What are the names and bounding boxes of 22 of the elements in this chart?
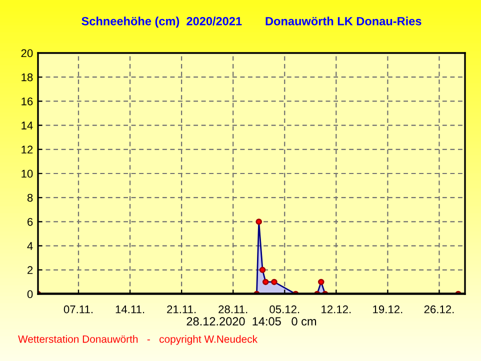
y-tick-label: 14 [22,122,33,130]
y-tick-label: 8 [27,194,33,202]
chart-title: Schneehöhe (cm) 2020/2021 Donauwörth LK Donau-Ries [82,16,422,28]
x-tick-label: 14.11. [116,306,144,314]
y-tick-label: 20 [21,49,33,58]
x-tick-label: 19.12. [373,305,402,314]
y-tick-label: 2 [28,266,33,274]
x-tick-label: 26.12. [424,305,454,314]
y-tick-label: 6 [28,218,33,226]
x-axis-title: 28.12.2020 14:05 0 cm [186,317,316,326]
y-tick-label: 10 [22,170,33,178]
x-tick-label: 05.12. [270,305,300,314]
y-tick-label: 12 [22,146,33,154]
y-tick-label: 16 [22,97,33,106]
y-tick-label: 18 [22,73,33,82]
x-tick-label: 07.11. [64,305,93,314]
text: Wetterstation Donauwörth - copyright W.Neudeck [18,335,258,345]
y-tick-label: 4 [27,242,33,250]
x-tick-label: 12.12. [322,305,351,314]
y-tick-label: 0 [27,290,33,298]
x-tick-label: 21.11. [167,305,196,314]
x-tick-label: 28.11. [218,305,248,314]
